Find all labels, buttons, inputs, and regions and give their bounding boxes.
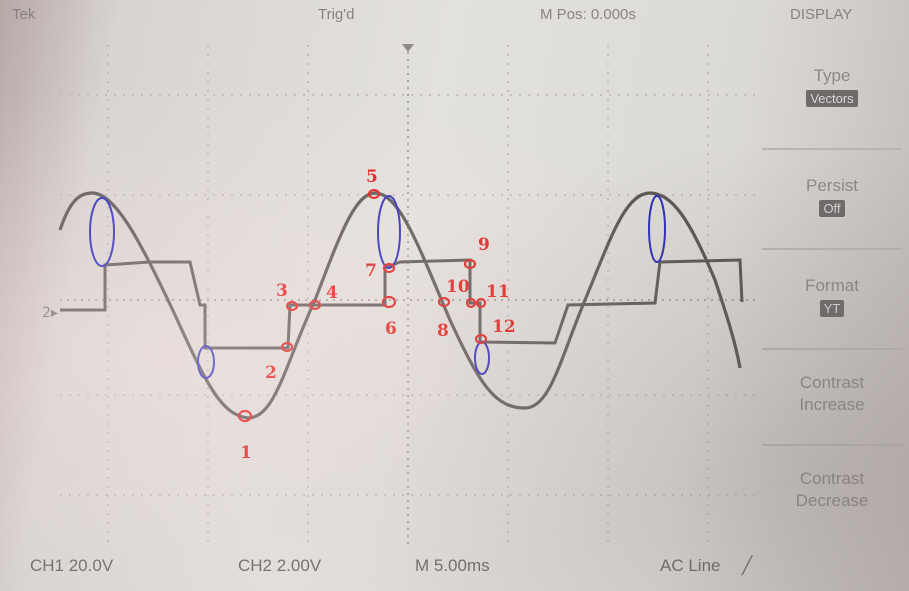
menu-label-contrast-increase: Contrast Increase [762,372,902,416]
contrast-increase-line1: Contrast [799,373,865,392]
channel-readout-bar: CH1 20.0V CH2 2.00V M 5.00ms AC Line ╱ [0,550,909,591]
trigger-position-marker [402,44,414,52]
ch2-step-trace [60,258,744,350]
ch1-scale: CH1 20.0V [30,556,114,575]
marker-label-1: 1 [240,443,252,463]
marker-circle-6 [381,295,397,309]
marker-label-12: 12 [492,317,516,337]
menu-label-persist: Persist [806,176,858,195]
menu-option-type[interactable]: Type Vectors [762,40,902,148]
marker-label-3: 3 [276,281,288,301]
menu-option-persist[interactable]: Persist Off [762,148,902,250]
status-bar: Tek Trig'd M Pos: 0.000s DISPLAY [0,0,909,30]
marker-label-8: 8 [437,321,449,341]
marker-label-11: 11 [486,282,510,302]
highlight-ellipse [89,197,115,267]
marker-circle-2 [280,341,294,353]
marker-label-9: 9 [478,235,490,255]
menu-option-contrast-decrease[interactable]: Contrast Decrease [762,444,902,542]
marker-circle-11 [475,297,487,309]
marker-label-4: 4 [326,283,338,303]
marker-circle-9 [463,258,477,270]
contrast-decrease-line1: Contrast [799,469,865,488]
ch1-sine-trace [58,191,742,420]
menu-value-type: Vectors [806,90,858,107]
menu-value-format: YT [819,300,845,317]
highlight-ellipse [474,341,490,375]
menu-label-type: Type [813,66,851,85]
horizontal-position: M Pos: 0.000s [540,6,636,23]
highlight-ellipse [377,195,401,269]
channel-ground-marker: 2▸ [42,305,58,321]
highlight-ellipses [89,195,666,379]
contrast-increase-line2: Increase [799,395,865,414]
marker-label-5: 5 [366,167,378,187]
marker-circle-12 [474,333,488,345]
rising-edge-icon: ╱ [742,556,753,575]
marker-circle-3 [285,300,299,312]
marker-label-7: 7 [365,261,377,281]
marker-label-10: 10 [446,277,470,297]
marker-circle-1 [237,409,253,423]
marker-circle-5 [367,188,381,200]
brand-label: Tek [12,6,36,23]
menu-title: DISPLAY [790,6,853,23]
marker-label-6: 6 [385,319,397,339]
highlight-ellipse [648,195,666,263]
contrast-decrease-line2: Decrease [795,491,869,510]
marker-circle-7 [382,262,396,274]
menu-label-format: Format [805,276,859,295]
marker-label-2: 2 [265,363,277,383]
marker-labels: 1 2 3 4 5 6 7 8 9 10 11 12 [240,167,516,463]
display-side-menu: Type Vectors Persist Off Format YT Contr… [762,40,902,540]
timebase: M 5.00ms [415,556,490,575]
trigger-source: AC Line [660,556,721,575]
menu-label-contrast-decrease: Contrast Decrease [762,468,902,512]
marker-circle-4 [308,299,322,311]
menu-value-persist: Off [819,200,845,217]
menu-option-contrast-increase[interactable]: Contrast Increase [762,348,902,446]
menu-option-format[interactable]: Format YT [762,248,902,350]
point-markers [237,188,488,423]
ch2-scale: CH2 2.00V [238,556,322,575]
trigger-status: Trig'd [318,6,355,23]
highlight-ellipse [197,345,215,379]
graticule-center [60,45,760,545]
marker-circle-8 [437,296,451,308]
marker-circle-10 [465,297,477,309]
